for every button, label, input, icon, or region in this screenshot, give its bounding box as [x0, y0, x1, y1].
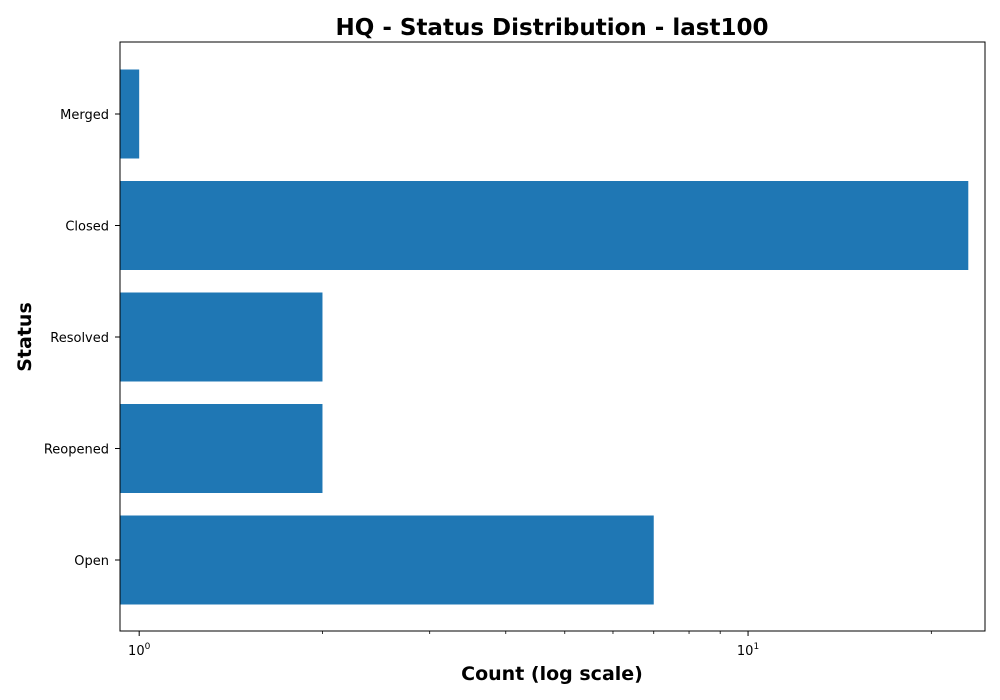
bar-open: [120, 516, 654, 605]
x-axis-label: Count (log scale): [461, 663, 643, 685]
x-tick-label: 101: [737, 642, 759, 659]
x-tick-label: 100: [128, 642, 151, 659]
bars-layer: [120, 70, 968, 605]
chart-title: HQ - Status Distribution - last100: [336, 15, 769, 41]
bar-closed: [120, 181, 968, 270]
y-tick-label-reopened: Reopened: [44, 443, 109, 458]
x-ticks-layer: 100 101: [128, 631, 931, 659]
bar-resolved: [120, 293, 322, 382]
y-axis-label: Status: [14, 302, 36, 372]
y-tick-label-merged: Merged: [60, 108, 109, 123]
y-tick-label-closed: Closed: [65, 220, 109, 235]
bar-merged: [120, 70, 139, 159]
y-ticks-layer: Open Reopened Resolved Closed Merged: [44, 108, 120, 569]
y-tick-label-resolved: Resolved: [50, 331, 109, 346]
y-tick-label-open: Open: [74, 554, 109, 569]
bar-reopened: [120, 404, 322, 493]
